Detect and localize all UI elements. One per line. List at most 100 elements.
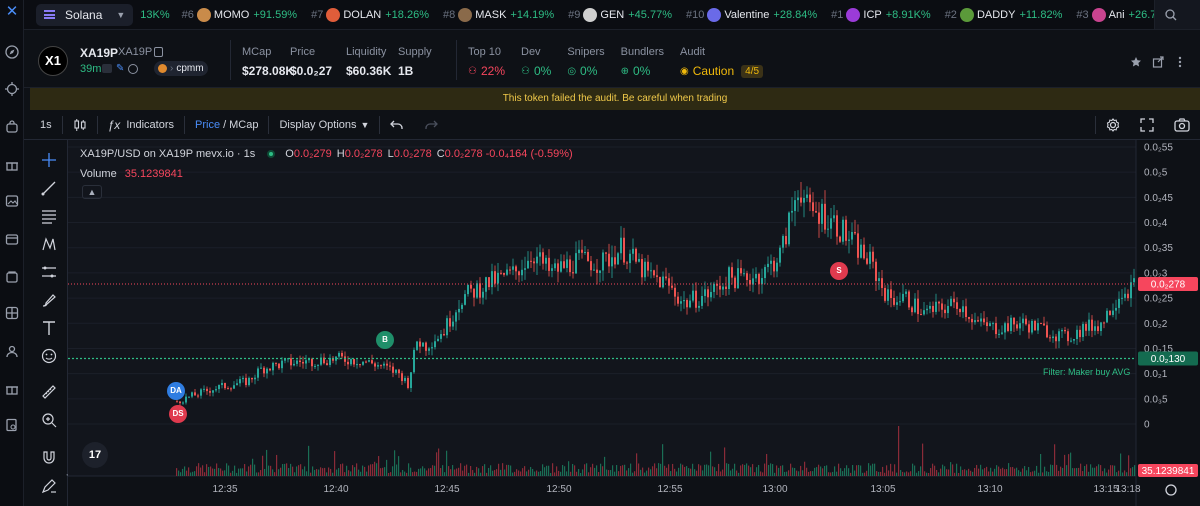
ticker-item[interactable]: #1 ICP +8.91K% xyxy=(831,7,931,22)
pattern-tool-icon[interactable] xyxy=(41,236,57,252)
fullscreen-button[interactable] xyxy=(1130,110,1164,140)
volume-bar xyxy=(1080,463,1082,476)
portfolio-icon[interactable] xyxy=(5,270,19,284)
share-icon[interactable] xyxy=(1152,56,1164,68)
price-chart[interactable]: 12:35 12:40 12:45 12:50 12:55 13:00 13:05 13:10… xyxy=(68,140,1200,506)
candle-body xyxy=(461,304,463,309)
volume-bar xyxy=(838,463,840,476)
horizontal-lines-tool-icon[interactable] xyxy=(41,208,57,224)
volume-bar xyxy=(292,466,294,476)
volume-bar xyxy=(242,468,244,476)
stat-value: $278.08K xyxy=(242,64,295,78)
ticker-item[interactable]: #6 MOMO +91.59% xyxy=(182,7,297,22)
legend-title: XA19P/USD on XA19P mevx.io · 1s xyxy=(80,148,256,160)
audit-snipers[interactable]: Snipers ◎ 0% xyxy=(567,46,604,78)
volume-bar xyxy=(654,463,656,476)
candle-body xyxy=(305,360,307,364)
compass-icon[interactable] xyxy=(5,45,19,59)
image-icon[interactable] xyxy=(5,194,19,208)
ticker-item[interactable]: #10 Valentine +28.84% xyxy=(686,7,817,22)
wallet-icon[interactable] xyxy=(5,232,19,246)
volume-bar xyxy=(898,426,900,476)
ticker-item[interactable]: #8 MASK +14.19% xyxy=(443,7,554,22)
trendline-tool-icon[interactable] xyxy=(41,180,57,196)
price-mcap-toggle[interactable]: Price / MCap xyxy=(185,110,268,140)
gift-icon[interactable] xyxy=(5,158,19,172)
magnet-tool-icon[interactable] xyxy=(41,450,57,466)
audit-audit[interactable]: Audit ◉ Caution 4/5 xyxy=(680,46,764,78)
volume-bar xyxy=(222,470,224,476)
volume-bar xyxy=(204,472,206,476)
text-tool-icon[interactable] xyxy=(41,320,57,336)
price-toggle[interactable]: Price xyxy=(195,118,221,131)
bag-icon[interactable] xyxy=(5,120,19,134)
search-button[interactable] xyxy=(1154,0,1200,29)
volume-bar xyxy=(500,469,502,476)
undo-button[interactable] xyxy=(380,110,414,140)
copy-icon[interactable] xyxy=(154,47,163,57)
collapse-legend-button[interactable]: ▲ xyxy=(82,185,102,199)
caret-down-icon: ▼ xyxy=(360,119,370,130)
audit-dev[interactable]: Dev ⚇ 0% xyxy=(521,46,551,78)
volume-bar xyxy=(264,468,266,476)
pool-pill[interactable]: › cpmm xyxy=(154,61,208,76)
dev-sell-marker[interactable]: DS xyxy=(169,405,187,423)
link-icon[interactable]: ✎ xyxy=(116,63,125,74)
volume-bar xyxy=(894,464,896,476)
star-icon[interactable] xyxy=(1130,56,1142,68)
app-logo-icon[interactable]: ✕ xyxy=(5,3,19,20)
ticker-item[interactable]: #2 DADDY +11.82% xyxy=(945,7,1062,22)
display-options-button[interactable]: Display Options ▼ xyxy=(269,110,379,140)
gift-2-icon[interactable] xyxy=(5,382,19,396)
candle-body xyxy=(272,362,274,371)
zoom-in-tool-icon[interactable] xyxy=(41,412,57,428)
crosshair-tool-icon[interactable] xyxy=(41,152,57,168)
lock-draw-tool-icon[interactable] xyxy=(41,478,57,494)
search-small-icon[interactable] xyxy=(128,63,139,74)
volume-bar xyxy=(560,471,562,476)
ticker-item[interactable]: #9 GEN +45.77% xyxy=(568,7,672,22)
document-search-icon[interactable] xyxy=(5,418,19,432)
candle-type-button[interactable] xyxy=(63,110,97,140)
ruler-tool-icon[interactable] xyxy=(41,384,57,400)
tradingview-logo[interactable]: 17 xyxy=(82,442,108,468)
indicators-button[interactable]: ƒx Indicators xyxy=(98,110,184,140)
dev-add-marker[interactable]: DA xyxy=(167,382,185,400)
audit-top-10[interactable]: Top 10 ⚇ 22% xyxy=(468,46,505,78)
volume-bar xyxy=(720,471,722,476)
redo-button[interactable] xyxy=(414,110,448,140)
volume-bar xyxy=(786,471,788,476)
candle-body xyxy=(350,359,352,365)
candle-body xyxy=(284,358,286,361)
screenshot-button[interactable] xyxy=(1164,110,1200,140)
candle-body xyxy=(860,244,862,258)
measure-tool-icon[interactable] xyxy=(41,264,57,280)
audit-bundlers[interactable]: Bundlers ⊕ 0% xyxy=(621,46,664,78)
buy-marker[interactable]: B xyxy=(376,331,394,349)
video-icon[interactable] xyxy=(102,64,112,73)
candle-body xyxy=(854,232,856,234)
grid-icon[interactable] xyxy=(5,306,19,320)
volume-bar xyxy=(416,471,418,476)
candle-body xyxy=(1028,324,1030,333)
crosshair-icon[interactable] xyxy=(5,82,19,96)
ticker-first-change[interactable]: 13K% xyxy=(140,8,170,21)
ticker-item[interactable]: #7 DOLAN +18.26% xyxy=(311,7,429,22)
sell-marker[interactable]: S xyxy=(830,262,848,280)
stat-value: 1B xyxy=(398,64,414,78)
chain-selector[interactable]: Solana ▼ xyxy=(36,3,134,26)
volume-bar xyxy=(670,471,672,476)
users-icon[interactable] xyxy=(5,344,19,358)
brush-tool-icon[interactable] xyxy=(41,292,57,308)
token-logo: X1 xyxy=(38,46,68,76)
more-icon[interactable] xyxy=(1174,56,1186,68)
mcap-toggle[interactable]: MCap xyxy=(229,118,259,131)
volume-bar xyxy=(798,471,800,476)
volume-bar xyxy=(486,472,488,476)
settings-button[interactable] xyxy=(1096,110,1130,140)
emoji-tool-icon[interactable] xyxy=(41,348,57,364)
candle-body xyxy=(251,377,253,380)
volume-bar xyxy=(1114,465,1116,476)
volume-bar xyxy=(736,470,738,476)
interval-selector[interactable]: 1s xyxy=(40,118,52,131)
